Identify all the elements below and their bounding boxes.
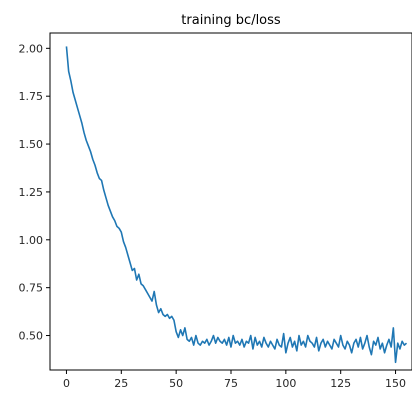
y-tick-label: 1.75 <box>19 90 44 103</box>
axis-ticks: 0 25 50 75 100 125 150 0.50 0.75 1.00 1.25 1.50 1.75… <box>19 42 407 390</box>
x-tick-label: 100 <box>275 377 296 390</box>
y-tick-label: 1.00 <box>19 234 44 247</box>
x-tick-label: 25 <box>114 377 128 390</box>
x-tick-label: 75 <box>224 377 238 390</box>
x-tick-label: 0 <box>63 377 70 390</box>
y-tick-label: 2.00 <box>19 42 44 55</box>
chart-title: training bc/loss <box>181 13 281 28</box>
y-tick-label: 0.75 <box>19 282 44 295</box>
x-tick-label: 150 <box>385 377 406 390</box>
x-tick-label: 50 <box>169 377 183 390</box>
y-tick-label: 1.25 <box>19 186 44 199</box>
x-tick-label: 125 <box>330 377 351 390</box>
plot-frame <box>49 32 412 371</box>
y-tick-label: 0.50 <box>19 330 44 343</box>
series-line-0 <box>65 46 408 364</box>
plot-area <box>65 46 408 364</box>
y-tick-label: 1.50 <box>19 138 44 151</box>
